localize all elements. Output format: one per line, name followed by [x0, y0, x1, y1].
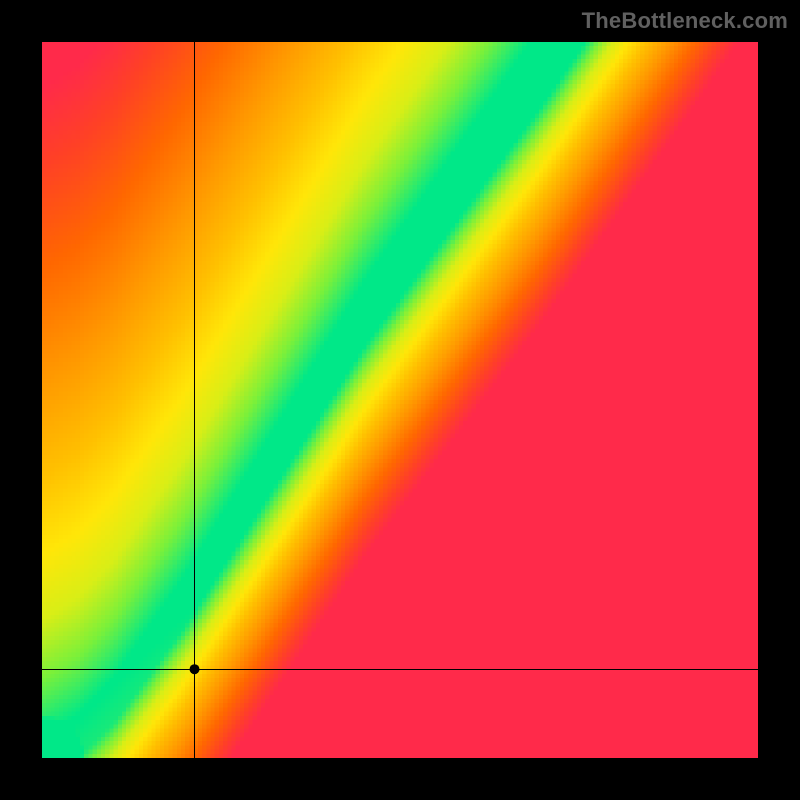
watermark-text: TheBottleneck.com: [582, 8, 788, 34]
root-container: { "watermark": { "text": "TheBottleneck.…: [0, 0, 800, 800]
crosshair-marker: [42, 42, 758, 758]
plot-frame: [42, 42, 758, 758]
marker-dot: [190, 664, 200, 674]
